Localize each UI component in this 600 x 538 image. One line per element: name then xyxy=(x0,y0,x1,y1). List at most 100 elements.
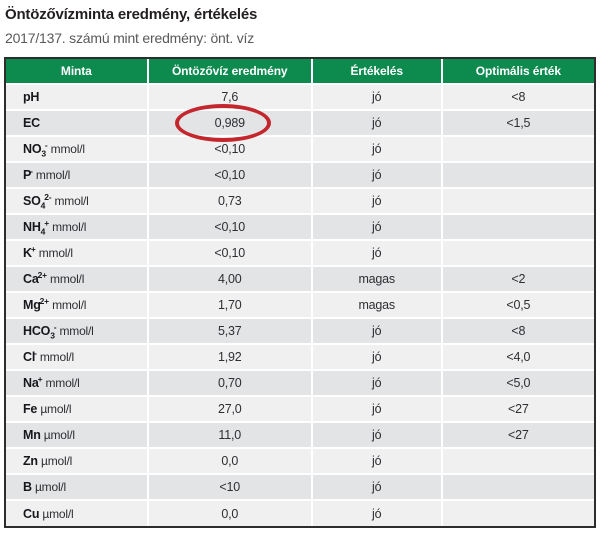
table-row: P- mmol/l <0,10 jó xyxy=(6,162,594,189)
result-cell: 0,989 xyxy=(147,104,313,142)
table-row: Na+ mmol/l 0,70 jó <5,0 xyxy=(6,370,594,397)
optimal-cell xyxy=(441,136,594,163)
param-superscript: - xyxy=(30,165,33,176)
param-superscript: 2+ xyxy=(37,269,48,280)
evaluation-value: jó xyxy=(372,324,382,338)
evaluation-cell: jó xyxy=(311,448,443,475)
param-symbol: Zn xyxy=(23,454,38,468)
optimal-value: <8 xyxy=(511,324,526,338)
column-header-optimalis: Optimális érték xyxy=(441,59,594,85)
evaluation-cell: magas xyxy=(311,292,443,319)
param-cell: SO42- mmol/l xyxy=(6,188,149,215)
param-superscript: + xyxy=(37,373,43,384)
param-cell: Cl- mmol/l xyxy=(6,344,149,371)
param-cell: P- mmol/l xyxy=(6,162,149,189)
param-superscript: - xyxy=(53,321,57,332)
table-row: HCO3- mmol/l 5,37 jó <8 xyxy=(6,318,594,345)
table-row: Zn µmol/l 0,0 jó xyxy=(6,448,594,475)
evaluation-cell: jó xyxy=(311,344,443,371)
param-symbol: Mn xyxy=(23,428,41,442)
evaluation-cell: jó xyxy=(311,370,443,397)
table-row: Mn µmol/l 11,0 jó <27 xyxy=(6,422,594,449)
result-value: 0,0 xyxy=(221,506,239,521)
result-cell: <0,10 xyxy=(147,136,313,163)
table-row: Cu µmol/l 0,0 jó xyxy=(6,500,594,526)
result-value: 27,0 xyxy=(217,402,242,416)
param-symbol: pH xyxy=(23,90,40,104)
result-value: 0,989 xyxy=(214,116,245,130)
results-table-wrapper: Minta Öntözővíz eredmény Értékelés Optim… xyxy=(4,57,596,528)
evaluation-value: jó xyxy=(372,246,382,260)
param-cell: Na+ mmol/l xyxy=(6,370,149,397)
optimal-cell: <2 xyxy=(441,266,594,293)
column-header-ertekeles: Értékelés xyxy=(311,59,443,85)
evaluation-cell: jó xyxy=(311,84,443,111)
optimal-cell xyxy=(441,474,594,501)
param-superscript: 2+ xyxy=(39,295,50,306)
optimal-value: <1,5 xyxy=(506,116,531,130)
param-symbol: Cu xyxy=(23,506,40,521)
param-symbol: Na+ xyxy=(23,373,43,390)
table-row: Mg2+ mmol/l 1,70 magas <0,5 xyxy=(6,292,594,319)
param-subscript: 4 xyxy=(40,200,46,211)
result-cell: 0,0 xyxy=(147,500,313,526)
result-cell: 11,0 xyxy=(147,422,313,449)
evaluation-value: jó xyxy=(372,506,382,521)
result-value: <10 xyxy=(219,480,241,494)
result-value: 11,0 xyxy=(218,428,242,442)
evaluation-value: magas xyxy=(358,298,395,312)
evaluation-value: jó xyxy=(372,142,382,156)
optimal-value: <5,0 xyxy=(506,376,531,390)
optimal-value: <27 xyxy=(508,402,529,416)
param-unit: µmol/l xyxy=(40,428,75,442)
result-value: <0,10 xyxy=(214,220,246,234)
result-cell: 7,6 xyxy=(147,84,313,111)
optimal-cell xyxy=(441,240,594,267)
param-symbol: NO3- xyxy=(23,139,48,159)
param-cell: K+ mmol/l xyxy=(6,240,149,267)
column-header-eredmeny: Öntözővíz eredmény xyxy=(147,59,313,85)
param-cell: NO3- mmol/l xyxy=(6,136,149,163)
column-header-minta: Minta xyxy=(6,59,149,85)
param-unit: mmol/l xyxy=(48,298,87,312)
param-unit: mmol/l xyxy=(56,324,94,338)
optimal-cell: <0,5 xyxy=(441,292,594,319)
evaluation-cell: jó xyxy=(311,318,443,345)
param-unit: mmol/l xyxy=(47,142,85,156)
optimal-cell: <8 xyxy=(441,84,594,111)
optimal-cell: <1,5 xyxy=(441,110,594,137)
param-unit: mmol/l xyxy=(48,220,87,234)
param-cell: HCO3- mmol/l xyxy=(6,318,149,345)
result-cell: 4,00 xyxy=(147,266,313,293)
result-cell: 1,92 xyxy=(147,344,313,371)
optimal-cell: <5,0 xyxy=(441,370,594,397)
optimal-cell xyxy=(441,214,594,241)
evaluation-value: jó xyxy=(372,194,382,208)
evaluation-value: jó xyxy=(372,376,382,390)
result-value: <0,10 xyxy=(214,168,246,182)
param-unit: µmol/l xyxy=(37,454,73,468)
param-cell: pH xyxy=(6,84,149,111)
param-symbol: P- xyxy=(23,165,33,182)
table-row: EC 0,989 jó <1,5 xyxy=(6,104,594,142)
param-unit: mmol/l xyxy=(46,272,85,286)
optimal-cell: <27 xyxy=(441,422,594,449)
page-title: Öntözővízminta eredmény, értékelés xyxy=(5,6,258,23)
param-cell: Cu µmol/l xyxy=(6,500,149,526)
table-header-row: Minta Öntözővíz eredmény Értékelés Optim… xyxy=(6,59,594,85)
optimal-cell: <8 xyxy=(441,318,594,345)
optimal-cell xyxy=(441,188,594,215)
param-symbol: Ca2+ xyxy=(23,269,48,286)
param-unit: mmol/l xyxy=(36,350,75,364)
optimal-value: <27 xyxy=(508,428,529,442)
param-cell: Mn µmol/l xyxy=(6,422,149,449)
result-value: 4,00 xyxy=(217,272,242,286)
table-row: B µmol/l <10 jó xyxy=(6,474,594,501)
param-superscript: + xyxy=(30,243,36,254)
result-cell: 1,70 xyxy=(147,292,313,319)
param-unit: mmol/l xyxy=(32,168,71,182)
param-subscript: 3 xyxy=(50,330,55,341)
result-cell: 5,37 xyxy=(147,318,313,345)
table-row: NH4+ mmol/l <0,10 jó xyxy=(6,214,594,241)
result-value: <0,10 xyxy=(214,246,246,260)
